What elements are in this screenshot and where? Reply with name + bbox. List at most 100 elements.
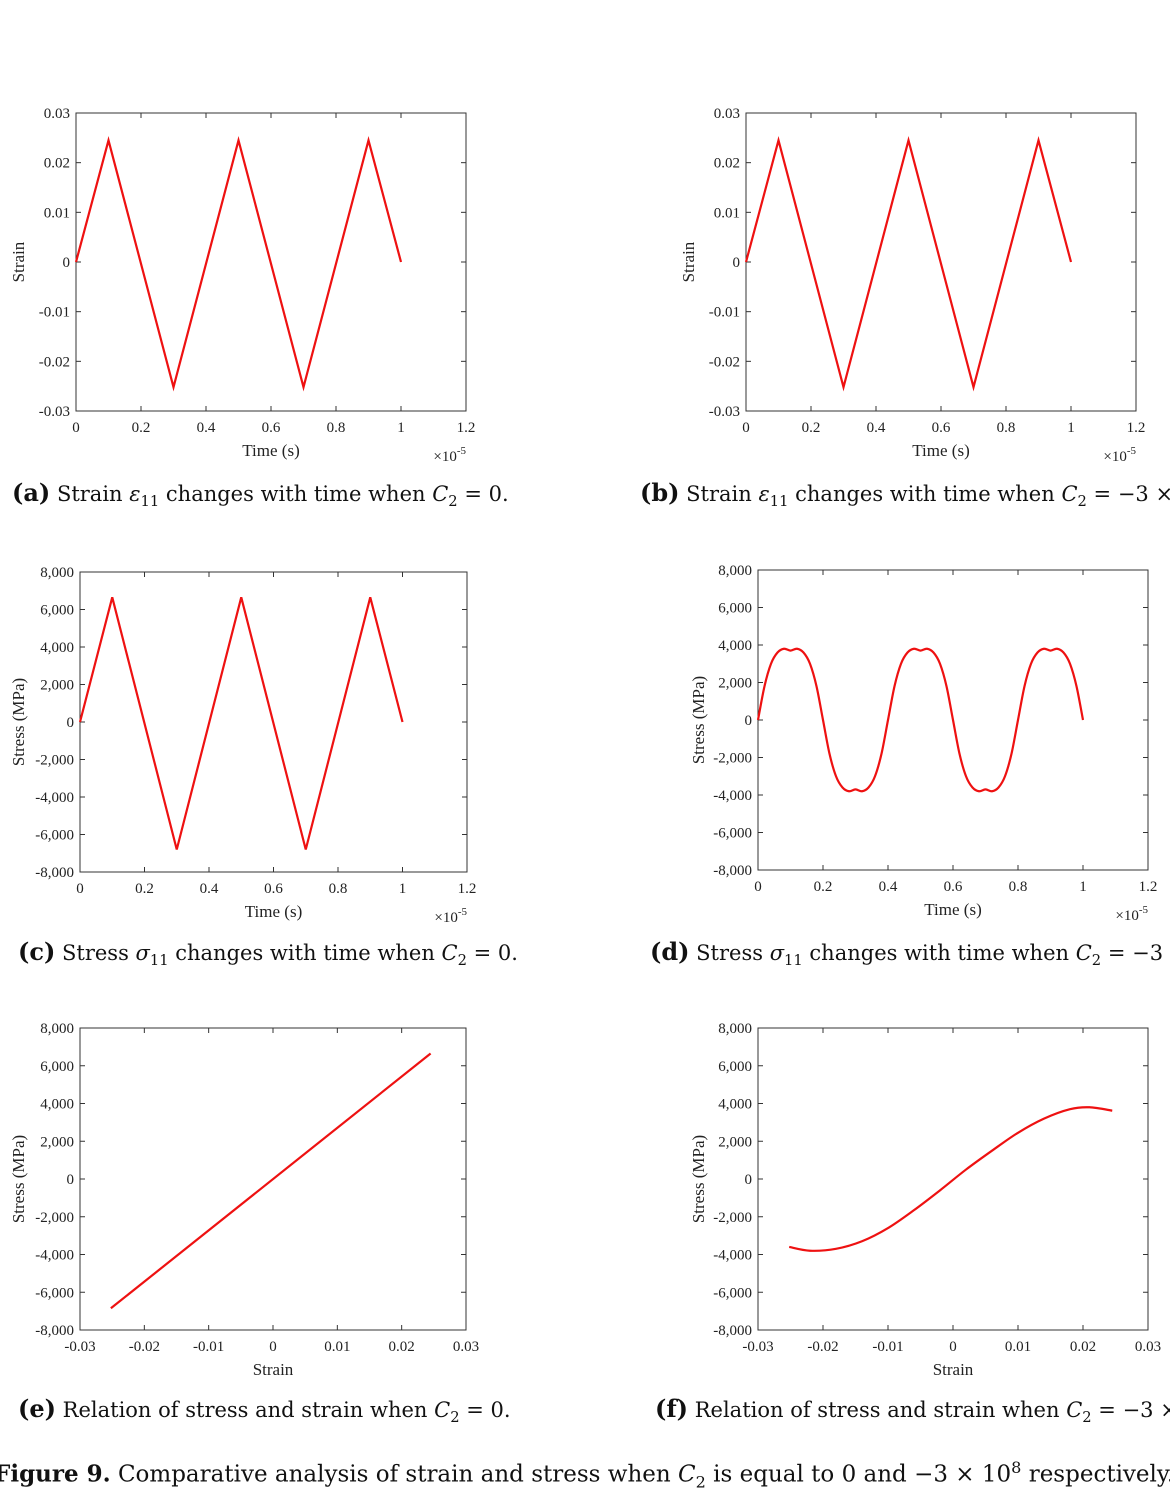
x-tick-label: 1	[399, 881, 407, 897]
x-tick-label: -0.02	[807, 1339, 838, 1355]
x-multiplier-base: ×10	[1115, 908, 1138, 924]
y-tick-label: 2,000	[718, 676, 752, 692]
x-tick-label: 0.01	[1005, 1339, 1031, 1355]
series-line	[74, 135, 403, 392]
series-line	[756, 647, 1085, 793]
x-tick-label: 1	[1079, 879, 1087, 895]
x-multiplier: ×10-5	[434, 906, 467, 926]
x-tick-label: 1.2	[1139, 879, 1158, 895]
x-tick-label: 1.2	[1127, 420, 1146, 436]
y-axis-label: Stress (MPa)	[9, 678, 28, 766]
x-tick-label: 1.2	[458, 881, 477, 897]
x-tick-label: 0.6	[944, 879, 963, 895]
x-tick-label: 0.8	[329, 881, 348, 897]
y-tick-label: -6,000	[35, 1285, 74, 1301]
chart-e: -0.03 -0.02 -0.01 0 0.01 0.02 0.03 -8,000 -6,000…	[9, 1021, 479, 1379]
y-tick-label: 4,000	[40, 1097, 74, 1113]
y-tick-label: 0	[67, 715, 75, 731]
panel-e: -0.03 -0.02 -0.01 0 0.01 0.02 0.03 -8,000 -6,000…	[0, 1018, 490, 1393]
figure-caption: Figure 9. Comparative analysis of strain…	[0, 1458, 1170, 1492]
caption-c: (c) Stress σ11 changes with time when C2…	[18, 937, 518, 970]
y-tick-label: -2,000	[713, 751, 752, 767]
x-tick-label: 0	[76, 881, 84, 897]
x-multiplier-exponent: -5	[458, 906, 468, 918]
x-tick-label: -0.03	[64, 1339, 95, 1355]
x-tick-label: 0	[742, 420, 750, 436]
x-tick-label: 0.2	[135, 881, 154, 897]
x-tick-label: -0.01	[193, 1339, 224, 1355]
y-tick-label: -0.02	[709, 354, 740, 370]
y-tick-label: 4,000	[718, 1097, 752, 1113]
y-tick-label: 6,000	[718, 601, 752, 617]
x-tick-label: -0.01	[872, 1339, 903, 1355]
y-tick-label: 0.02	[44, 156, 70, 172]
y-tick-label: 0	[745, 1172, 753, 1188]
chart-a: 0 0.2 0.4 0.6 0.8 1 1.2 -0.03 -0.02 -0.01 0 0.01 0.0…	[9, 106, 476, 465]
chart-d: 0 0.2 0.4 0.6 0.8 1 1.2 -8,000 -6,000 -4,000 -2,00…	[689, 563, 1158, 924]
x-tick-label: 0.6	[932, 420, 951, 436]
x-tick-label: 0.6	[264, 881, 283, 897]
y-tick-label: 2,000	[718, 1134, 752, 1150]
y-axis-label: Strain	[679, 241, 698, 282]
y-tick-label: 0	[67, 1172, 75, 1188]
x-tick-label: 0.01	[324, 1339, 350, 1355]
caption-d: (d) Stress σ11 changes with time when C2…	[650, 937, 1170, 970]
y-tick-label: -2,000	[713, 1210, 752, 1226]
y-tick-label: -0.02	[39, 354, 70, 370]
x-axis-label: Time (s)	[912, 441, 969, 460]
y-axis-label: Stress (MPa)	[689, 676, 708, 764]
y-tick-label: 8,000	[718, 563, 752, 579]
y-tick-label: 2,000	[40, 678, 74, 694]
x-tick-label: 0.8	[997, 420, 1016, 436]
x-tick-label: 0	[269, 1339, 277, 1355]
series-line	[78, 597, 404, 850]
x-multiplier-base: ×10	[434, 910, 457, 926]
x-tick-label: 0.2	[814, 879, 833, 895]
x-axis-label: Strain	[253, 1360, 294, 1379]
x-tick-label: 0	[754, 879, 762, 895]
x-tick-label: 0.2	[802, 420, 821, 436]
x-tick-label: 0.6	[262, 420, 281, 436]
y-tick-label: 0.03	[714, 106, 740, 122]
y-tick-label: -6,000	[713, 1285, 752, 1301]
x-tick-label: 0.4	[879, 879, 898, 895]
y-axis-label: Strain	[9, 241, 28, 282]
y-tick-label: -8,000	[713, 1323, 752, 1339]
x-tick-label: 0.2	[132, 420, 151, 436]
y-tick-label: 0	[63, 255, 71, 271]
y-tick-label: 6,000	[718, 1059, 752, 1075]
x-tick-label: 0.02	[389, 1339, 415, 1355]
x-tick-label: 0.4	[867, 420, 886, 436]
y-axis-label: Stress (MPa)	[689, 1135, 708, 1223]
panel-b: 0 0.2 0.4 0.6 0.8 1 1.2 -0.03 -0.02 -0.01 0 0.01 0.0…	[670, 100, 1160, 475]
x-axis-label: Time (s)	[924, 900, 981, 919]
y-tick-label: -2,000	[35, 1210, 74, 1226]
chart-c: 0 0.2 0.4 0.6 0.8 1 1.2 -8,000 -6,000 -4,000 -2,00…	[9, 565, 477, 926]
caption-e: (e) Relation of stress and strain when C…	[18, 1394, 511, 1427]
x-multiplier-exponent: -5	[1139, 904, 1149, 916]
y-tick-label: -8,000	[713, 863, 752, 879]
x-tick-label: 1	[1067, 420, 1075, 436]
x-tick-label: 0.03	[453, 1339, 479, 1355]
x-tick-label: 0	[949, 1339, 957, 1355]
y-tick-label: 2,000	[40, 1134, 74, 1150]
x-multiplier: ×10-5	[433, 445, 466, 465]
x-axis-label: Time (s)	[245, 902, 302, 921]
y-tick-label: 0.01	[44, 205, 70, 221]
x-multiplier-base: ×10	[433, 449, 456, 465]
y-tick-label: 0	[745, 713, 753, 729]
x-tick-label: 1.2	[457, 420, 476, 436]
y-tick-label: 8,000	[40, 565, 74, 581]
caption-f: (f) Relation of stress and strain when C…	[655, 1394, 1170, 1427]
y-tick-label: -4,000	[713, 788, 752, 804]
y-tick-label: 0.03	[44, 106, 70, 122]
x-tick-label: 0	[72, 420, 80, 436]
y-tick-label: 8,000	[718, 1021, 752, 1037]
x-tick-label: 0.8	[327, 420, 346, 436]
y-tick-label: -8,000	[35, 1323, 74, 1339]
caption-b: (b) Strain ε11 changes with time when C2…	[640, 478, 1170, 511]
y-axis-label: Stress (MPa)	[9, 1135, 28, 1223]
y-tick-label: 0	[733, 255, 741, 271]
x-multiplier-base: ×10	[1103, 449, 1126, 465]
y-tick-label: -4,000	[35, 790, 74, 806]
